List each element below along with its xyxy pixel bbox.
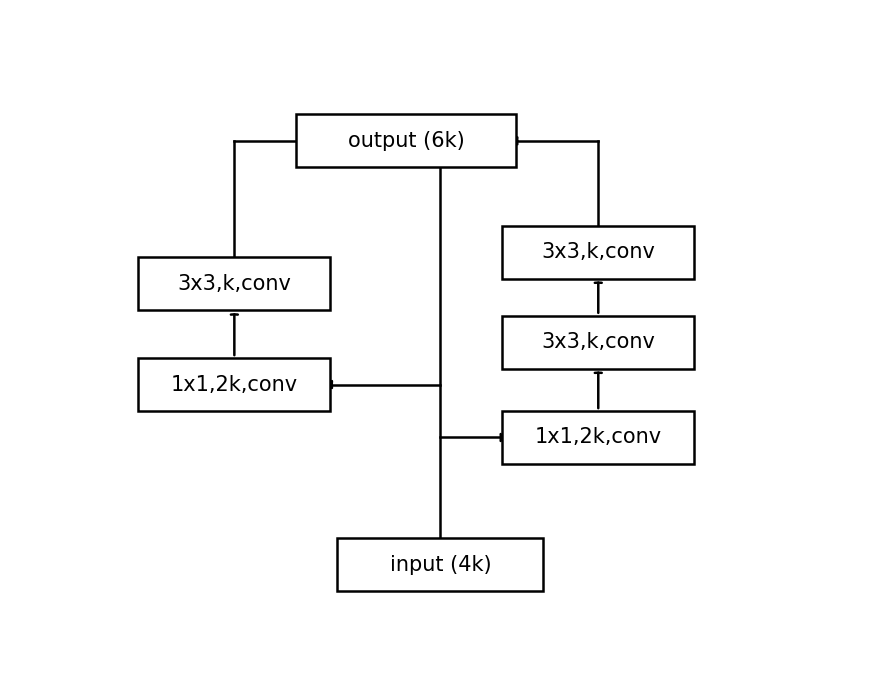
Text: 1x1,2k,conv: 1x1,2k,conv: [171, 374, 298, 394]
FancyBboxPatch shape: [338, 538, 543, 591]
Text: 3x3,k,conv: 3x3,k,conv: [541, 332, 656, 352]
FancyBboxPatch shape: [502, 226, 695, 279]
Text: input (4k): input (4k): [390, 555, 491, 574]
Text: 3x3,k,conv: 3x3,k,conv: [177, 274, 291, 294]
FancyBboxPatch shape: [138, 358, 330, 411]
Text: 1x1,2k,conv: 1x1,2k,conv: [535, 427, 662, 447]
Text: output (6k): output (6k): [347, 131, 464, 151]
FancyBboxPatch shape: [138, 257, 330, 310]
FancyBboxPatch shape: [502, 411, 695, 464]
FancyBboxPatch shape: [502, 316, 695, 369]
FancyBboxPatch shape: [296, 114, 516, 167]
Text: 3x3,k,conv: 3x3,k,conv: [541, 242, 656, 262]
